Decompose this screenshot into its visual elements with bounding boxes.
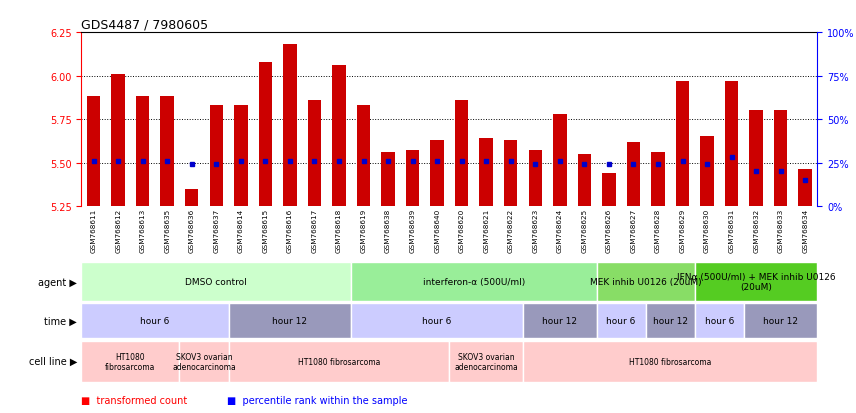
Bar [528,151,542,206]
Bar [602,173,615,206]
Bar [86,97,100,206]
Text: hour 12: hour 12 [272,317,307,325]
Bar [283,45,297,206]
Text: SKOV3 ovarian
adenocarcinoma: SKOV3 ovarian adenocarcinoma [455,352,518,371]
Bar [381,153,395,206]
Text: hour 6: hour 6 [607,317,636,325]
Bar [695,262,817,301]
Bar [627,142,640,206]
Bar [332,66,346,206]
Bar [774,111,788,206]
Bar [799,170,812,206]
Text: hour 12: hour 12 [543,317,577,325]
Bar [449,341,523,382]
Text: hour 6: hour 6 [140,317,169,325]
Bar [406,151,419,206]
Bar [651,153,665,206]
Bar [185,189,199,206]
Bar [744,304,817,339]
Bar [234,106,247,206]
Bar [259,62,272,206]
Bar [725,82,739,206]
Bar [81,341,180,382]
Bar [695,304,744,339]
Bar [180,341,229,382]
Bar [351,304,523,339]
Text: HT1080
fibrosarcoma: HT1080 fibrosarcoma [105,352,156,371]
Bar [455,101,468,206]
Bar [523,304,597,339]
Text: SKOV3 ovarian
adenocarcinoma: SKOV3 ovarian adenocarcinoma [172,352,236,371]
Text: interferon-α (500U/ml): interferon-α (500U/ml) [423,278,525,286]
Bar [307,101,321,206]
Text: hour 6: hour 6 [704,317,734,325]
Bar [523,341,817,382]
Text: ■  transformed count: ■ transformed count [81,395,187,405]
Text: agent ▶: agent ▶ [39,277,77,287]
Bar [645,304,695,339]
Bar [229,304,351,339]
Bar [675,82,689,206]
Bar [229,341,449,382]
Text: MEK inhib U0126 (20uM): MEK inhib U0126 (20uM) [590,278,702,286]
Text: GDS4487 / 7980605: GDS4487 / 7980605 [81,19,209,32]
Text: hour 6: hour 6 [423,317,452,325]
Bar [700,137,714,206]
Bar [111,75,125,206]
Bar [351,262,597,301]
Bar [210,106,223,206]
Bar [553,114,567,206]
Text: ■  percentile rank within the sample: ■ percentile rank within the sample [227,395,407,405]
Bar [479,139,493,206]
Bar [597,304,645,339]
Bar [431,140,444,206]
Text: hour 12: hour 12 [764,317,798,325]
Bar [578,154,591,206]
Text: HT1080 fibrosarcoma: HT1080 fibrosarcoma [298,357,380,366]
Bar [81,262,351,301]
Bar [749,111,763,206]
Bar [504,140,518,206]
Text: hour 12: hour 12 [653,317,687,325]
Bar [357,106,371,206]
Bar [597,262,695,301]
Text: cell line ▶: cell line ▶ [28,356,77,366]
Text: DMSO control: DMSO control [186,278,247,286]
Bar [160,97,174,206]
Text: HT1080 fibrosarcoma: HT1080 fibrosarcoma [629,357,711,366]
Bar [136,97,150,206]
Bar [81,304,229,339]
Text: IFNα (500U/ml) + MEK inhib U0126
(20uM): IFNα (500U/ml) + MEK inhib U0126 (20uM) [677,273,835,291]
Text: time ▶: time ▶ [45,316,77,326]
